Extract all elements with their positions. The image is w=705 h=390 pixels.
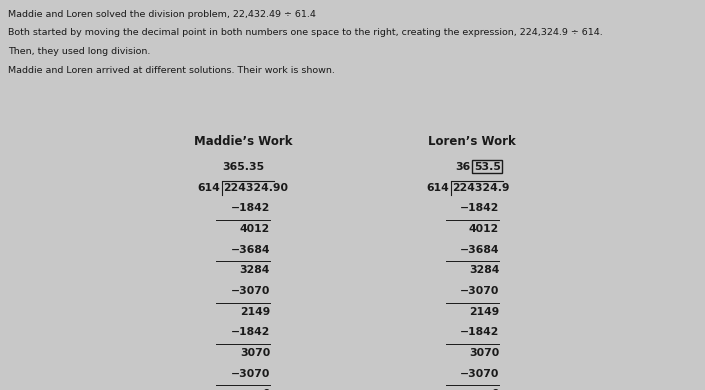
Text: −1842: −1842 bbox=[460, 327, 499, 337]
Text: 224324.9: 224324.9 bbox=[452, 183, 510, 193]
Text: 3284: 3284 bbox=[240, 265, 270, 275]
Text: Both started by moving the decimal point in both numbers one space to the right,: Both started by moving the decimal point… bbox=[8, 28, 603, 37]
Text: Loren’s Work: Loren’s Work bbox=[429, 135, 516, 147]
Text: 614: 614 bbox=[197, 183, 220, 193]
Text: 4012: 4012 bbox=[240, 224, 270, 234]
Text: 2149: 2149 bbox=[240, 307, 270, 317]
Text: 3070: 3070 bbox=[240, 348, 270, 358]
Text: −3070: −3070 bbox=[231, 286, 270, 296]
Text: 365.35: 365.35 bbox=[222, 162, 264, 172]
Text: −3070: −3070 bbox=[460, 286, 499, 296]
Text: 2149: 2149 bbox=[469, 307, 499, 317]
Text: 36: 36 bbox=[455, 162, 471, 172]
Text: Maddie and Loren arrived at different solutions. Their work is shown.: Maddie and Loren arrived at different so… bbox=[8, 66, 336, 75]
Text: −3070: −3070 bbox=[231, 369, 270, 379]
Text: Then, they used long division.: Then, they used long division. bbox=[8, 47, 151, 56]
Text: −3070: −3070 bbox=[460, 369, 499, 379]
Text: −3684: −3684 bbox=[231, 245, 270, 255]
Text: Maddie and Loren solved the division problem, 22,432.49 ÷ 61.4: Maddie and Loren solved the division pro… bbox=[8, 10, 317, 19]
Text: 0: 0 bbox=[491, 389, 499, 390]
Text: Maddie’s Work: Maddie’s Work bbox=[194, 135, 293, 147]
Text: 3284: 3284 bbox=[469, 265, 499, 275]
Text: 224324.90: 224324.90 bbox=[223, 183, 288, 193]
Text: 3070: 3070 bbox=[469, 348, 499, 358]
Text: 53.5: 53.5 bbox=[474, 162, 501, 172]
Text: −1842: −1842 bbox=[460, 203, 499, 213]
Text: −3684: −3684 bbox=[460, 245, 499, 255]
Text: −1842: −1842 bbox=[231, 327, 270, 337]
Text: −1842: −1842 bbox=[231, 203, 270, 213]
Text: 4012: 4012 bbox=[469, 224, 499, 234]
Text: 0: 0 bbox=[262, 389, 270, 390]
Text: 614: 614 bbox=[427, 183, 449, 193]
